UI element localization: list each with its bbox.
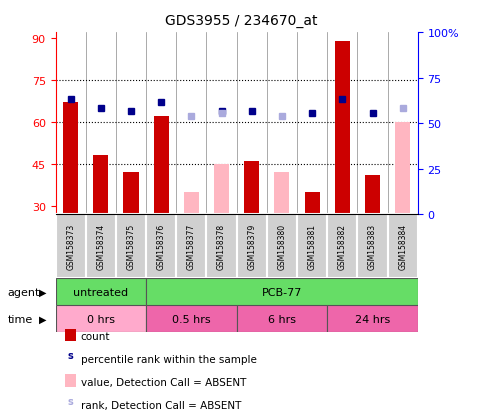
Bar [388, 215, 418, 279]
Text: 0.5 hrs: 0.5 hrs [172, 314, 211, 324]
Text: rank, Detection Call = ABSENT: rank, Detection Call = ABSENT [81, 400, 241, 410]
Text: GSM158381: GSM158381 [308, 224, 317, 270]
Bar [274, 173, 289, 215]
Text: agent: agent [7, 287, 40, 297]
Text: GSM158376: GSM158376 [156, 224, 166, 270]
Bar [63, 103, 78, 215]
Text: s: s [68, 396, 73, 406]
Bar [267, 215, 297, 279]
Bar [56, 279, 146, 306]
Bar [244, 161, 259, 215]
Bar [56, 215, 86, 279]
Text: GDS3955 / 234670_at: GDS3955 / 234670_at [165, 14, 318, 28]
Bar [146, 215, 176, 279]
Text: GSM158377: GSM158377 [187, 224, 196, 270]
Text: GSM158379: GSM158379 [247, 224, 256, 270]
Bar [237, 306, 327, 332]
Text: GSM158374: GSM158374 [96, 224, 105, 270]
Bar [335, 41, 350, 215]
Text: s: s [68, 351, 73, 361]
Text: GSM158383: GSM158383 [368, 224, 377, 270]
Text: untreated: untreated [73, 287, 128, 297]
Text: 6 hrs: 6 hrs [268, 314, 296, 324]
Bar [176, 215, 207, 279]
Text: GSM158380: GSM158380 [277, 224, 286, 270]
Text: ▶: ▶ [39, 287, 46, 297]
Text: 0 hrs: 0 hrs [87, 314, 115, 324]
Text: time: time [7, 314, 32, 324]
Bar [327, 306, 418, 332]
Bar [237, 215, 267, 279]
Bar [146, 279, 418, 306]
Bar [214, 164, 229, 215]
Text: count: count [81, 332, 110, 342]
Text: GSM158384: GSM158384 [398, 224, 407, 270]
Bar [297, 215, 327, 279]
Bar [207, 215, 237, 279]
Bar [93, 156, 108, 215]
Bar [124, 173, 139, 215]
Bar [86, 215, 116, 279]
Text: value, Detection Call = ABSENT: value, Detection Call = ABSENT [81, 377, 246, 387]
Bar [154, 117, 169, 215]
Text: GSM158375: GSM158375 [127, 224, 136, 270]
Bar [357, 215, 388, 279]
Bar [327, 215, 357, 279]
Bar [395, 123, 410, 215]
Text: PCB-77: PCB-77 [262, 287, 302, 297]
Text: GSM158378: GSM158378 [217, 224, 226, 270]
Text: 24 hrs: 24 hrs [355, 314, 390, 324]
Bar [146, 306, 237, 332]
Bar [56, 306, 146, 332]
Bar [365, 176, 380, 215]
Bar [184, 192, 199, 215]
Text: percentile rank within the sample: percentile rank within the sample [81, 354, 256, 364]
Text: ▶: ▶ [39, 314, 46, 324]
Bar [305, 192, 320, 215]
Text: GSM158382: GSM158382 [338, 224, 347, 270]
Bar [116, 215, 146, 279]
Text: GSM158373: GSM158373 [66, 224, 75, 270]
